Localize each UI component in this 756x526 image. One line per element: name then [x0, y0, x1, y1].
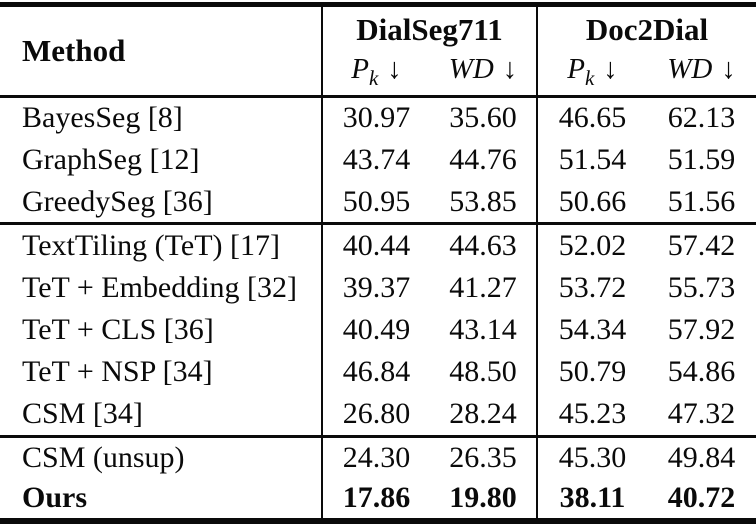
method-cell: TeT + CLS [36]: [22, 312, 214, 346]
method-cell: Ours: [22, 481, 88, 515]
method-cell: GraphSeg [12]: [22, 143, 200, 177]
table-row: GreedySeg [36] 50.95 53.85 50.66 51.56: [0, 181, 756, 224]
value-cell: 43.14: [449, 312, 517, 346]
value-cell: 54.34: [536, 308, 647, 352]
value-cell: 50.95: [321, 181, 430, 224]
value-cell: 46.84: [321, 351, 430, 394]
metric-subscript: k: [368, 65, 379, 90]
value-cell: 52.02: [536, 223, 647, 267]
down-arrow-icon: ↓: [603, 53, 618, 85]
value-cell: 62.13: [667, 101, 736, 135]
table-header: Method DialSeg711 Doc2Dial Pk ↓ WD ↓ Pk ↓ W…: [0, 4, 756, 97]
row-group-2: TextTiling (TeT) [17] 40.44 44.63 52.02 57.4…: [0, 223, 756, 437]
value-cell: 35.60: [449, 101, 517, 135]
metric-name: WD: [667, 53, 713, 85]
method-cell: TeT + NSP [34]: [22, 355, 213, 389]
value-cell: 53.85: [449, 184, 517, 218]
metric-subscript: k: [584, 65, 595, 90]
value-cell: 45.23: [536, 393, 647, 437]
value-cell: 49.84: [667, 441, 736, 475]
value-cell: 26.80: [321, 393, 430, 437]
table-row: CSM (unsup) 24.30 26.35 45.30 49.84: [0, 436, 756, 479]
value-cell: 46.65: [536, 96, 647, 139]
value-cell: 57.92: [667, 312, 736, 346]
value-cell: 40.72: [667, 481, 736, 515]
table-row: TeT + NSP [34] 46.84 48.50 50.79 54.86: [0, 351, 756, 394]
value-cell: 40.49: [321, 308, 430, 352]
value-cell: 43.74: [321, 138, 430, 182]
down-arrow-icon: ↓: [721, 53, 736, 85]
value-cell: 51.54: [536, 138, 647, 182]
value-cell: 41.27: [449, 270, 517, 304]
value-cell: 51.56: [667, 184, 736, 218]
column-group-row: Method DialSeg711 Doc2Dial: [0, 4, 756, 68]
value-cell: 48.50: [449, 355, 517, 389]
value-cell: 51.59: [667, 143, 736, 177]
down-arrow-icon: ↓: [387, 53, 402, 85]
table-row: TeT + Embedding [32] 39.37 41.27 53.72 55.73: [0, 266, 756, 309]
method-cell: GreedySeg [36]: [22, 184, 213, 218]
value-cell: 53.72: [536, 266, 647, 309]
metric-name: P: [351, 53, 369, 85]
down-arrow-icon: ↓: [502, 53, 518, 85]
row-group-3: CSM (unsup) 24.30 26.35 45.30 49.84 Ours 17.86…: [0, 436, 756, 521]
table-row: GraphSeg [12] 43.74 44.76 51.54 51.59: [0, 138, 756, 182]
method-cell: TeT + Embedding [32]: [22, 270, 298, 304]
value-cell: 50.66: [536, 181, 647, 224]
method-cell: CSM (unsup): [22, 441, 185, 475]
metric-name: P: [567, 53, 585, 85]
row-group-1: BayesSeg [8] 30.97 35.60 46.65 62.13 GraphSeg…: [0, 96, 756, 224]
metric-header-pk-dialseg711: Pk ↓: [321, 53, 430, 97]
value-cell: 17.86: [321, 478, 430, 521]
method-cell: CSM [34]: [22, 397, 143, 431]
value-cell: 57.42: [667, 228, 736, 262]
value-cell: 30.97: [321, 96, 430, 139]
table-row: TextTiling (TeT) [17] 40.44 44.63 52.02 57.4…: [0, 223, 756, 267]
value-cell: 44.76: [449, 143, 517, 177]
value-cell: 28.24: [449, 397, 517, 431]
metric-header-pk-doc2dial: Pk ↓: [536, 53, 647, 97]
value-cell: 50.79: [536, 351, 647, 394]
column-group-dialseg711: DialSeg711: [321, 4, 537, 53]
metric-name: WD: [448, 53, 494, 85]
value-cell: 38.11: [536, 478, 647, 521]
value-cell: 54.86: [667, 355, 736, 389]
metric-header-row: Pk ↓ WD ↓ Pk ↓ WD ↓: [0, 53, 756, 97]
value-cell: 55.73: [667, 270, 736, 304]
value-cell: 45.30: [536, 436, 647, 479]
method-cell: BayesSeg [8]: [22, 101, 183, 135]
value-cell: 44.63: [449, 228, 517, 262]
value-cell: 47.32: [667, 397, 736, 431]
column-group-doc2dial: Doc2Dial: [535, 4, 756, 53]
metric-header-wd-doc2dial: WD ↓: [647, 53, 756, 97]
method-column-header: Method: [22, 33, 126, 68]
table-row: TeT + CLS [36] 40.49 43.14 54.34 57.92: [0, 308, 756, 352]
value-cell: 40.44: [321, 223, 430, 267]
value-cell: 39.37: [321, 266, 430, 309]
table-row: CSM [34] 26.80 28.24 45.23 47.32: [0, 393, 756, 437]
table-row: BayesSeg [8] 30.97 35.60 46.65 62.13: [0, 96, 756, 139]
value-cell: 24.30: [321, 436, 430, 479]
value-cell: 19.80: [449, 481, 517, 515]
value-cell: 26.35: [449, 441, 517, 475]
metric-header-wd-dialseg711: WD ↓: [430, 53, 537, 97]
table-row: Ours 17.86 19.80 38.11 40.72: [0, 478, 756, 521]
method-cell: TextTiling (TeT) [17]: [22, 228, 280, 262]
